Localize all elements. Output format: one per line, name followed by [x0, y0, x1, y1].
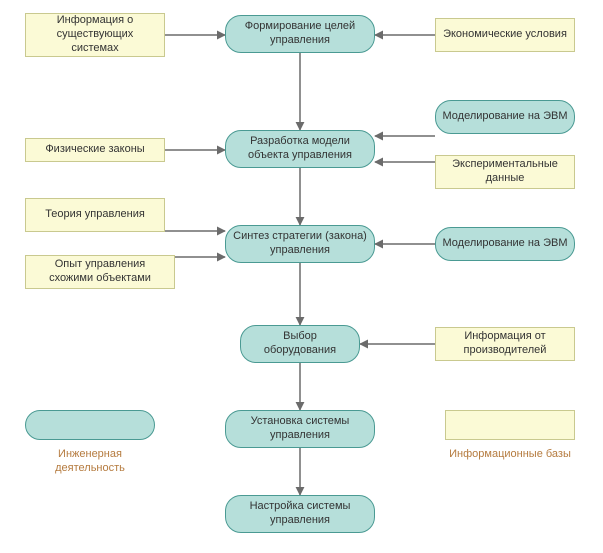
node-iL3a: Теория управления [25, 198, 165, 232]
node-label: Информация от производителей [442, 330, 568, 358]
node-iR4: Информация от производителей [435, 327, 575, 361]
node-iR3: Моделирование на ЭВМ [435, 227, 575, 261]
node-label: Формирование целей управления [232, 20, 368, 48]
node-label: Синтез стратегии (закона) управления [232, 230, 368, 258]
node-iR2a: Моделирование на ЭВМ [435, 100, 575, 134]
flowchart-canvas: Формирование целей управления Разработка … [0, 0, 603, 553]
node-p6: Настройка системы управления [225, 495, 375, 533]
node-p2: Разработка модели объекта управления [225, 130, 375, 168]
node-p1: Формирование целей управления [225, 15, 375, 53]
node-label: Физические законы [45, 143, 144, 157]
node-iL3b: Опыт управления схожими объектами [25, 255, 175, 289]
node-label: Теория управления [45, 208, 145, 222]
node-label: Установка системы управления [232, 415, 368, 443]
node-legP [25, 410, 155, 440]
node-iR1: Экономические условия [435, 18, 575, 52]
node-label: Моделирование на ЭВМ [442, 237, 567, 251]
node-p5: Установка системы управления [225, 410, 375, 448]
node-label: Информация о существующих системах [32, 14, 158, 55]
node-label: Моделирование на ЭВМ [442, 110, 567, 124]
node-legI [445, 410, 575, 440]
node-label: Экономические условия [443, 28, 567, 42]
node-p3: Синтез стратегии (закона) управления [225, 225, 375, 263]
node-iR2b: Экспериментальные данные [435, 155, 575, 189]
legend-info-label: Информационные базы [445, 448, 575, 462]
node-p4: Выбор оборудования [240, 325, 360, 363]
legend-text: Информационные базы [449, 448, 571, 460]
node-label: Опыт управления схожими объектами [32, 258, 168, 286]
legend-process-label: Инженерная деятельность [25, 448, 155, 476]
legend-text: Инженерная деятельность [55, 448, 125, 474]
node-label: Выбор оборудования [247, 330, 353, 358]
node-label: Разработка модели объекта управления [232, 135, 368, 163]
node-label: Настройка системы управления [232, 500, 368, 528]
node-iL1: Информация о существующих системах [25, 13, 165, 57]
node-label: Экспериментальные данные [442, 158, 568, 186]
node-iL2: Физические законы [25, 138, 165, 162]
